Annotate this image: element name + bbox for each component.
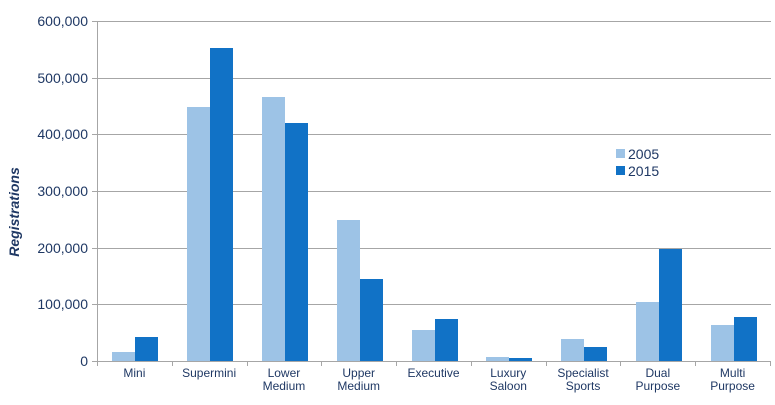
x-tick-mark (321, 362, 323, 366)
bar-2005-category-6 (561, 339, 585, 361)
x-tick-mark (396, 362, 398, 366)
x-tick-label: Mini (123, 366, 146, 380)
y-tick-mark (92, 77, 97, 79)
x-tick-label: Multi Purpose (710, 366, 755, 393)
bar-2005-category-5 (486, 357, 510, 361)
legend-item-2005: 2005 (616, 145, 659, 162)
legend-label-2015: 2015 (628, 162, 660, 179)
bar-2005-category-2 (261, 96, 285, 361)
legend: 2005 2015 (616, 145, 660, 179)
x-tick-mark (97, 362, 98, 366)
gridline (98, 21, 771, 22)
bar-2015-category-7 (658, 248, 682, 361)
y-tick-label: 200,000 (37, 239, 88, 256)
y-tick-label: 0 (80, 353, 88, 369)
y-tick-mark (92, 304, 97, 306)
bar-2005-category-1 (187, 107, 211, 361)
gridline (98, 77, 771, 79)
y-tick-mark (92, 361, 97, 362)
x-tick-mark (770, 362, 771, 366)
legend-item-2015: 2015 (616, 162, 659, 179)
gridline (98, 247, 771, 249)
bar-2015-category-2 (284, 123, 308, 361)
x-tick-mark (695, 362, 697, 366)
x-tick-label: Supermini (182, 366, 237, 380)
x-tick-label: Luxury Saloon (489, 366, 527, 393)
bar-2015-category-0 (135, 337, 159, 361)
y-tick-label: 600,000 (37, 13, 88, 29)
x-tick-mark (246, 362, 248, 366)
bar-2015-category-4 (434, 318, 458, 361)
x-tick-label: Lower Medium (262, 366, 306, 393)
bar-2005-category-7 (635, 302, 659, 361)
y-tick-label: 300,000 (37, 183, 88, 199)
plot-area (97, 21, 771, 362)
bar-2005-category-0 (112, 351, 136, 361)
x-tick-label: Executive (407, 366, 460, 380)
legend-label-2005: 2005 (628, 145, 660, 162)
bar-2005-category-4 (411, 329, 435, 361)
bar-2015-category-6 (584, 346, 608, 361)
x-tick-label: Specialist Sports (557, 366, 609, 393)
x-tick-mark (545, 362, 547, 366)
y-tick-mark (92, 134, 97, 136)
bar-2015-category-1 (210, 48, 234, 361)
x-tick-label: Upper Medium (337, 366, 381, 393)
bar-2015-category-3 (359, 278, 383, 361)
y-tick-mark (92, 191, 97, 192)
y-tick-label: 400,000 (37, 126, 88, 143)
y-tick-label: 100,000 (37, 296, 88, 313)
gridline (98, 134, 771, 136)
bar-2005-category-8 (710, 324, 734, 361)
x-tick-mark (620, 362, 622, 366)
y-tick-label: 500,000 (37, 69, 88, 86)
bar-2015-category-8 (733, 316, 757, 361)
bar-2015-category-5 (509, 358, 533, 361)
x-tick-mark (470, 362, 472, 366)
legend-swatch-2005-icon (616, 149, 625, 158)
y-tick-mark (92, 247, 97, 249)
y-tick-mark (92, 21, 97, 22)
legend-swatch-2015-icon (616, 166, 625, 175)
gridline (98, 191, 771, 192)
x-tick-mark (171, 362, 173, 366)
x-tick-label: Dual Purpose (635, 366, 681, 393)
gridline (98, 304, 771, 306)
bar-2005-category-3 (336, 219, 360, 361)
